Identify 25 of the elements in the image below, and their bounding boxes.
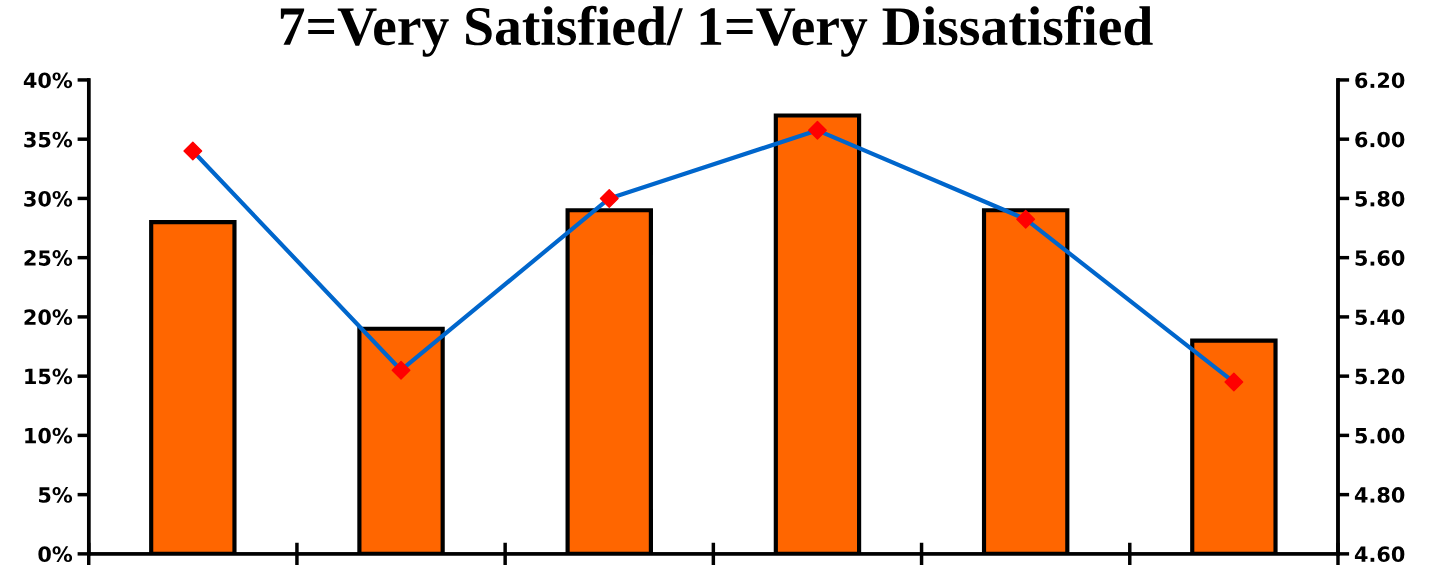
y2-tick-label: 5.80 bbox=[1355, 190, 1405, 207]
chart-title: 7=Very Satisfied/ 1=Very Dissatisfied bbox=[280, 5, 1153, 57]
y-tick-label: 25% bbox=[24, 250, 73, 266]
y-tick-label: 30% bbox=[24, 190, 73, 207]
y-tick-label: 20% bbox=[24, 309, 73, 326]
y2-tick-label: 4.80 bbox=[1354, 487, 1405, 503]
y-tick-label: 35% bbox=[24, 131, 73, 148]
point bbox=[1016, 209, 1036, 229]
y2-tick-label: 5.40 bbox=[1355, 309, 1405, 326]
y2-tick-label: 4.60 bbox=[1354, 546, 1405, 563]
y-tick-label: 0% bbox=[38, 546, 73, 563]
y-tick-label: 15% bbox=[25, 368, 73, 385]
y2-tick-label: 5.00 bbox=[1355, 427, 1405, 444]
y-tick-label: 40% bbox=[23, 72, 73, 89]
point bbox=[391, 360, 411, 380]
point bbox=[1224, 372, 1244, 392]
y2-tick-label: 6.20 bbox=[1355, 72, 1405, 89]
point bbox=[599, 188, 619, 208]
y2-tick-label: 5.20 bbox=[1355, 368, 1405, 385]
y2-tick-label: 6.00 bbox=[1355, 131, 1405, 148]
y-tick-label: 10% bbox=[25, 427, 73, 444]
point bbox=[183, 141, 203, 161]
y2-tick-label: 5.60 bbox=[1355, 250, 1405, 266]
point bbox=[807, 120, 827, 140]
y-tick-label: 5% bbox=[38, 487, 73, 503]
